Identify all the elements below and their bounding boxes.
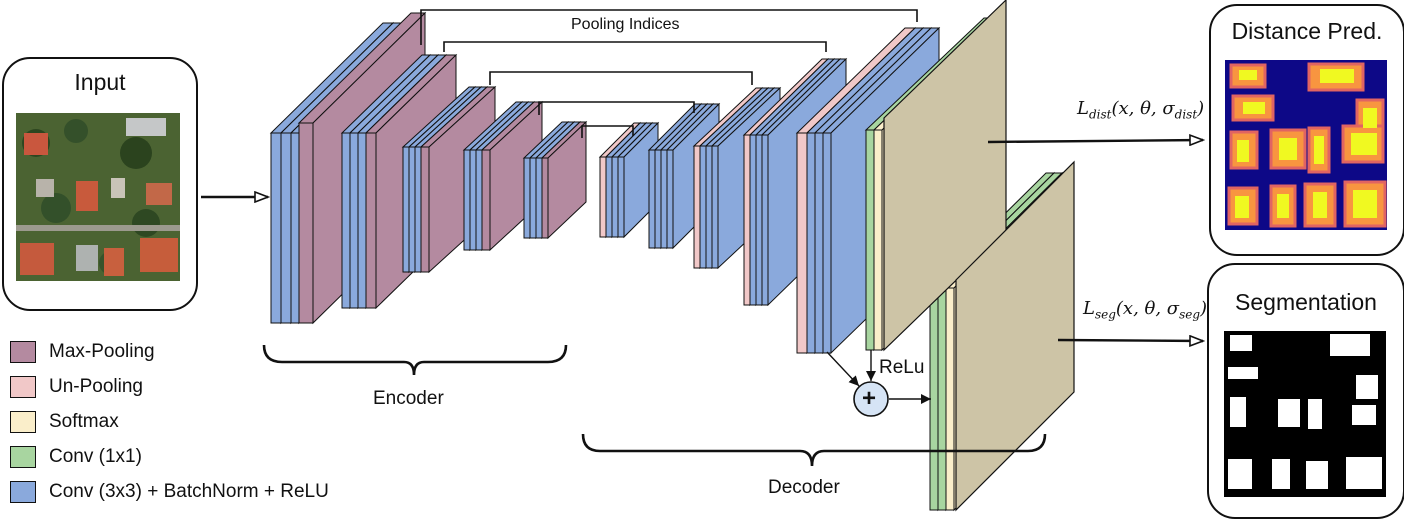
- pooling-index-connections: [420, 9, 918, 138]
- segmentation-output-map: [955, 160, 1075, 512]
- legend: Max-Pooling Un-Pooling Softmax Conv (1x1…: [10, 334, 329, 509]
- input-title: Input: [74, 69, 126, 95]
- distance-pred-title: Distance Pred.: [1231, 18, 1383, 44]
- decoder-brace: [581, 433, 1047, 467]
- legend-item-un-pooling: Un-Pooling: [10, 369, 329, 404]
- legend-swatch: [10, 480, 36, 503]
- layer-stack: [269, 0, 1075, 512]
- encoder-brace: [262, 344, 568, 376]
- legend-item-max-pooling: Max-Pooling: [10, 334, 329, 369]
- distance-output-arrow: [987, 140, 1203, 142]
- aerial-image: [16, 113, 180, 281]
- pooling-indices-label: Pooling Indices: [571, 16, 680, 33]
- legend-label: Conv (3x3) + BatchNorm + ReLU: [49, 480, 329, 502]
- segmentation-title: Segmentation: [1235, 289, 1377, 315]
- legend-swatch: [10, 445, 36, 468]
- sum-node: [853, 381, 889, 417]
- segmentation-panel: Segmentation: [1207, 263, 1404, 519]
- distance-loss-label: Ldist(x, θ, σdist): [1077, 98, 1205, 122]
- decoder-label: Decoder: [768, 477, 840, 498]
- legend-label: Un-Pooling: [49, 375, 143, 397]
- distance-map-image: [1225, 60, 1387, 230]
- relu-label: ReLu: [879, 357, 925, 378]
- legend-swatch: [10, 410, 36, 433]
- legend-item-conv-3x3: Conv (3x3) + BatchNorm + ReLU: [10, 474, 329, 509]
- maxpool-layer: [540, 120, 588, 240]
- legend-label: Conv (1x1): [49, 445, 142, 467]
- legend-label: Max-Pooling: [49, 340, 155, 362]
- legend-swatch: [10, 340, 36, 363]
- encoder-label: Encoder: [373, 388, 444, 409]
- legend-item-conv-1x1: Conv (1x1): [10, 439, 329, 474]
- legend-item-softmax: Softmax: [10, 404, 329, 439]
- segmentation-loss-label: Lseg(x, θ, σseg): [1083, 298, 1208, 322]
- sum-symbol: +: [862, 385, 877, 412]
- distance-pred-panel: Distance Pred.: [1209, 4, 1404, 256]
- segmentation-mask-image: [1224, 331, 1386, 497]
- input-panel: Input: [2, 57, 198, 311]
- segmentation-output-arrow: [1057, 340, 1203, 341]
- legend-label: Softmax: [49, 410, 119, 432]
- legend-swatch: [10, 375, 36, 398]
